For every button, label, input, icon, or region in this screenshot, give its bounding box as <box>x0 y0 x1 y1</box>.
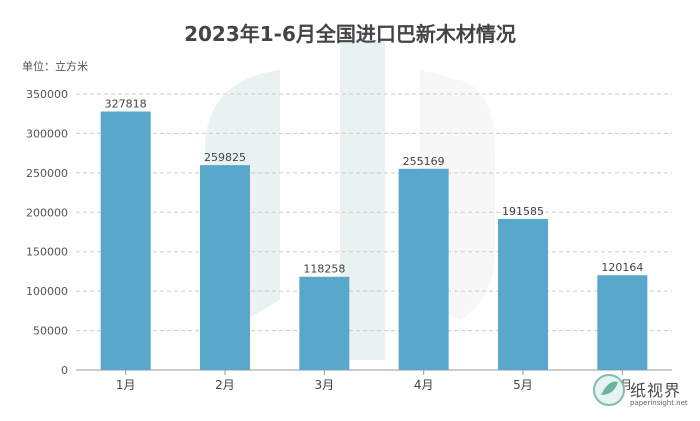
y-tick-label: 100000 <box>26 285 68 298</box>
bar <box>100 111 151 370</box>
y-tick-label: 0 <box>61 364 68 377</box>
bar <box>498 218 548 370</box>
data-label: 259825 <box>204 151 246 164</box>
y-tick-label: 350000 <box>26 88 68 101</box>
y-tick-label: 250000 <box>26 167 68 180</box>
x-tick-label: 1月 <box>116 378 136 392</box>
grid-lines <box>76 93 672 332</box>
bar <box>299 276 350 370</box>
leaf-logo-icon <box>593 374 625 406</box>
y-tick-label: 300000 <box>26 127 68 140</box>
x-axis: 1月2月3月4月5月6月 <box>116 370 632 392</box>
data-label: 118258 <box>303 263 345 276</box>
bar <box>200 165 250 370</box>
y-axis: 0 50000 100000 150000 200000 250000 300000 3500… <box>26 88 672 377</box>
data-label: 120164 <box>601 261 643 274</box>
chart-title: 2023年1-6月全国进口巴新木材情况 <box>184 22 516 46</box>
bar <box>398 168 449 370</box>
brand-url: paperinsight.net <box>630 399 688 407</box>
x-tick-label: 2月 <box>215 378 235 392</box>
y-tick-label: 150000 <box>26 246 68 259</box>
y-tick-label: 200000 <box>26 206 68 219</box>
bars <box>100 111 648 370</box>
y-tick-label: 50000 <box>33 325 68 338</box>
x-tick-label: 4月 <box>414 378 434 392</box>
brand-watermark: 纸视界 paperinsight.net <box>592 373 692 413</box>
data-labels: 327818 259825 118258 255169 191585 120164 <box>105 97 644 275</box>
x-tick-label: 3月 <box>315 378 335 392</box>
data-label: 255169 <box>403 155 445 168</box>
data-label: 327818 <box>105 97 147 110</box>
brand-name: 纸视界 <box>630 381 682 400</box>
bar <box>597 275 648 370</box>
data-label: 191585 <box>502 205 544 218</box>
unit-label: 单位：立方米 <box>22 60 88 73</box>
x-tick-label: 5月 <box>513 378 533 392</box>
